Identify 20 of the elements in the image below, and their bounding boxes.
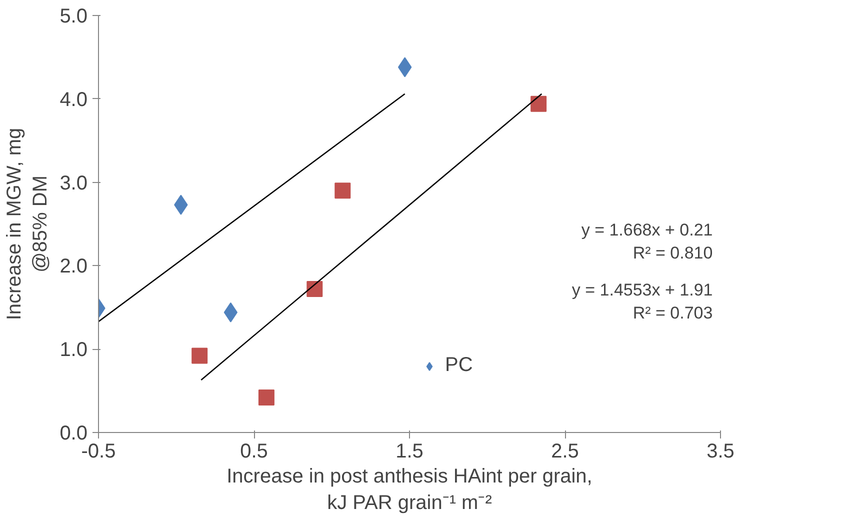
x-tick-label: 1.5 xyxy=(396,440,424,462)
y-tick-label: 3.0 xyxy=(60,172,88,194)
point xyxy=(306,281,323,298)
y-tick-label: 2.0 xyxy=(60,256,88,278)
point xyxy=(258,389,274,406)
point xyxy=(224,302,238,322)
y-axis-title: Increase in MGW, mg @85% DM xyxy=(3,128,52,320)
point xyxy=(530,96,547,112)
x-tick-label: 2.5 xyxy=(551,440,579,462)
point xyxy=(334,182,351,199)
annotation: y = 1.4553x + 1.91 R² = 0.703 xyxy=(572,280,713,322)
x-tick-label: 0.5 xyxy=(240,440,268,462)
y-tick-label: 5.0 xyxy=(60,6,88,28)
y-tick-label: 4.0 xyxy=(60,88,88,111)
x-tick-label: 3.5 xyxy=(706,440,734,462)
annotation: y = 1.668x + 0.21 R² = 0.810 xyxy=(581,220,713,262)
point xyxy=(192,348,208,364)
y-tick-label: 1.0 xyxy=(60,339,88,362)
legend-label: PC xyxy=(445,354,473,377)
x-axis-title: Increase in post anthesis HAint per grain, kJ PAR grain⁻¹ m⁻² xyxy=(226,466,592,514)
